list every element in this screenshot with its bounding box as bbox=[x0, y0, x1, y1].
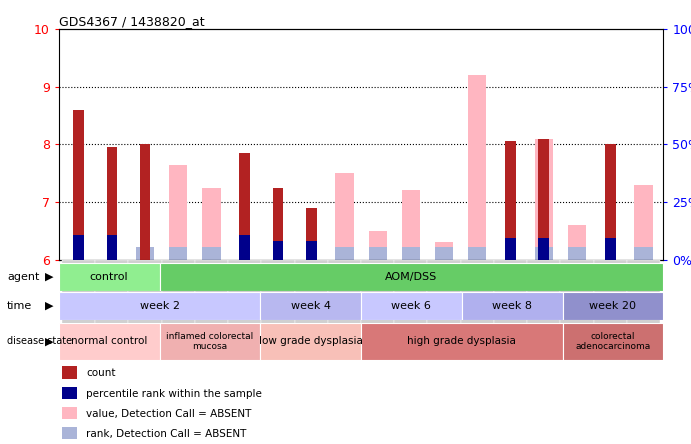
Bar bbox=[162, 260, 195, 329]
Text: GDS4367 / 1438820_at: GDS4367 / 1438820_at bbox=[59, 15, 205, 28]
Bar bbox=[59, 323, 160, 360]
Text: time: time bbox=[7, 301, 32, 311]
Bar bbox=[73, 235, 84, 260]
Bar bbox=[62, 260, 95, 329]
Text: disease state: disease state bbox=[7, 337, 72, 346]
Bar bbox=[361, 292, 462, 320]
Text: high grade dysplasia: high grade dysplasia bbox=[408, 337, 516, 346]
Bar bbox=[634, 185, 652, 260]
Bar bbox=[59, 263, 160, 291]
Bar bbox=[568, 225, 586, 260]
Bar bbox=[505, 238, 516, 260]
Bar bbox=[95, 260, 129, 329]
Bar bbox=[401, 247, 420, 260]
Bar bbox=[61, 387, 77, 399]
Bar bbox=[468, 247, 486, 260]
Bar bbox=[61, 427, 77, 440]
Bar bbox=[306, 208, 316, 260]
Text: week 8: week 8 bbox=[492, 301, 532, 311]
Bar bbox=[494, 260, 527, 329]
Bar bbox=[368, 247, 387, 260]
Bar bbox=[361, 323, 562, 360]
Bar bbox=[106, 235, 117, 260]
Bar bbox=[605, 238, 616, 260]
Bar bbox=[538, 238, 549, 260]
Bar bbox=[160, 263, 663, 291]
Text: ▶: ▶ bbox=[45, 337, 53, 346]
Bar bbox=[535, 139, 553, 260]
Text: week 20: week 20 bbox=[589, 301, 636, 311]
Bar bbox=[261, 260, 294, 329]
Bar bbox=[73, 110, 84, 260]
Bar bbox=[273, 241, 283, 260]
Bar bbox=[106, 147, 117, 260]
Text: week 6: week 6 bbox=[392, 301, 431, 311]
Bar bbox=[395, 260, 428, 329]
Bar bbox=[428, 260, 461, 329]
Bar bbox=[560, 260, 594, 329]
Bar bbox=[461, 260, 494, 329]
Bar bbox=[294, 260, 328, 329]
Text: ▶: ▶ bbox=[45, 301, 53, 311]
Bar bbox=[160, 323, 261, 360]
Text: percentile rank within the sample: percentile rank within the sample bbox=[86, 388, 262, 399]
Text: AOM/DSS: AOM/DSS bbox=[386, 272, 437, 282]
Text: rank, Detection Call = ABSENT: rank, Detection Call = ABSENT bbox=[86, 429, 246, 439]
Bar bbox=[535, 247, 553, 260]
Bar bbox=[261, 292, 361, 320]
Bar bbox=[195, 260, 228, 329]
Bar bbox=[468, 75, 486, 260]
Text: inflamed colorectal
mucosa: inflamed colorectal mucosa bbox=[167, 332, 254, 351]
Bar bbox=[140, 144, 151, 260]
Text: control: control bbox=[90, 272, 129, 282]
Bar bbox=[568, 247, 586, 260]
Bar bbox=[169, 247, 187, 260]
Bar bbox=[240, 235, 250, 260]
Bar bbox=[169, 165, 187, 260]
Bar bbox=[335, 173, 354, 260]
Bar bbox=[562, 292, 663, 320]
Bar bbox=[261, 323, 361, 360]
Bar bbox=[594, 260, 627, 329]
Bar bbox=[435, 247, 453, 260]
Bar bbox=[627, 260, 660, 329]
Bar bbox=[328, 260, 361, 329]
Bar bbox=[202, 188, 220, 260]
Bar bbox=[335, 247, 354, 260]
Bar bbox=[562, 323, 663, 360]
Text: agent: agent bbox=[7, 272, 39, 282]
Bar bbox=[462, 292, 562, 320]
Text: count: count bbox=[86, 369, 115, 378]
Bar bbox=[240, 153, 250, 260]
Bar bbox=[129, 260, 162, 329]
Bar bbox=[136, 247, 154, 260]
Bar bbox=[401, 190, 420, 260]
Bar bbox=[368, 231, 387, 260]
Text: colorectal
adenocarcinoma: colorectal adenocarcinoma bbox=[576, 332, 651, 351]
Bar bbox=[435, 242, 453, 260]
Bar bbox=[61, 366, 77, 379]
Bar bbox=[228, 260, 261, 329]
Bar bbox=[605, 144, 616, 260]
Text: low grade dysplasia: low grade dysplasia bbox=[258, 337, 363, 346]
Text: value, Detection Call = ABSENT: value, Detection Call = ABSENT bbox=[86, 409, 252, 419]
Bar bbox=[634, 247, 652, 260]
Bar bbox=[361, 260, 395, 329]
Bar bbox=[59, 292, 261, 320]
Text: week 2: week 2 bbox=[140, 301, 180, 311]
Bar bbox=[306, 241, 316, 260]
Text: normal control: normal control bbox=[71, 337, 147, 346]
Bar bbox=[61, 407, 77, 419]
Text: ▶: ▶ bbox=[45, 272, 53, 282]
Bar bbox=[202, 247, 220, 260]
Text: week 4: week 4 bbox=[291, 301, 331, 311]
Bar bbox=[505, 141, 516, 260]
Bar bbox=[527, 260, 560, 329]
Bar bbox=[273, 188, 283, 260]
Bar bbox=[538, 139, 549, 260]
